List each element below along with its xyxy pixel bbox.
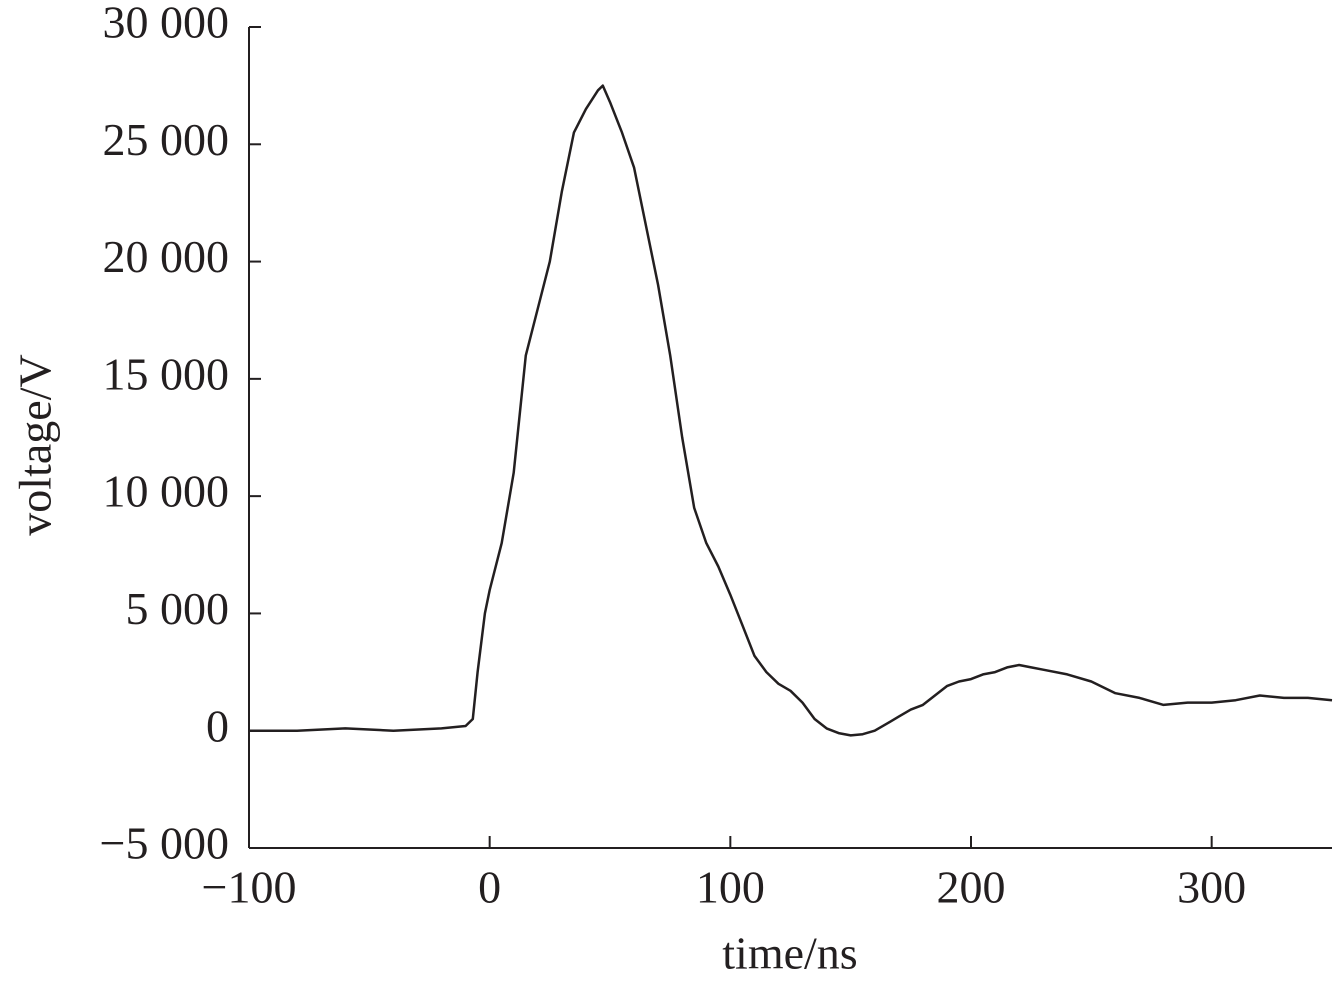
x-tick-label: 200 bbox=[937, 862, 1006, 913]
y-tick-label: 5 000 bbox=[126, 583, 230, 634]
x-tick-label: 0 bbox=[478, 862, 501, 913]
x-tick-label: −100 bbox=[202, 862, 297, 913]
y-tick-label: −5 000 bbox=[100, 818, 229, 869]
y-tick-label: 20 000 bbox=[103, 231, 230, 282]
x-axis-title: time/ns bbox=[722, 928, 857, 979]
y-tick-label: 10 000 bbox=[103, 466, 230, 517]
y-tick-label: 25 000 bbox=[103, 114, 230, 165]
x-tick-label: 100 bbox=[696, 862, 765, 913]
y-axis-title: voltage/V bbox=[10, 354, 61, 535]
y-tick-label: 15 000 bbox=[103, 348, 230, 399]
x-tick-label: 300 bbox=[1177, 862, 1246, 913]
y-tick-label: 30 000 bbox=[103, 0, 230, 48]
data-line bbox=[249, 84, 1333, 737]
y-tick-label: 0 bbox=[206, 700, 229, 751]
